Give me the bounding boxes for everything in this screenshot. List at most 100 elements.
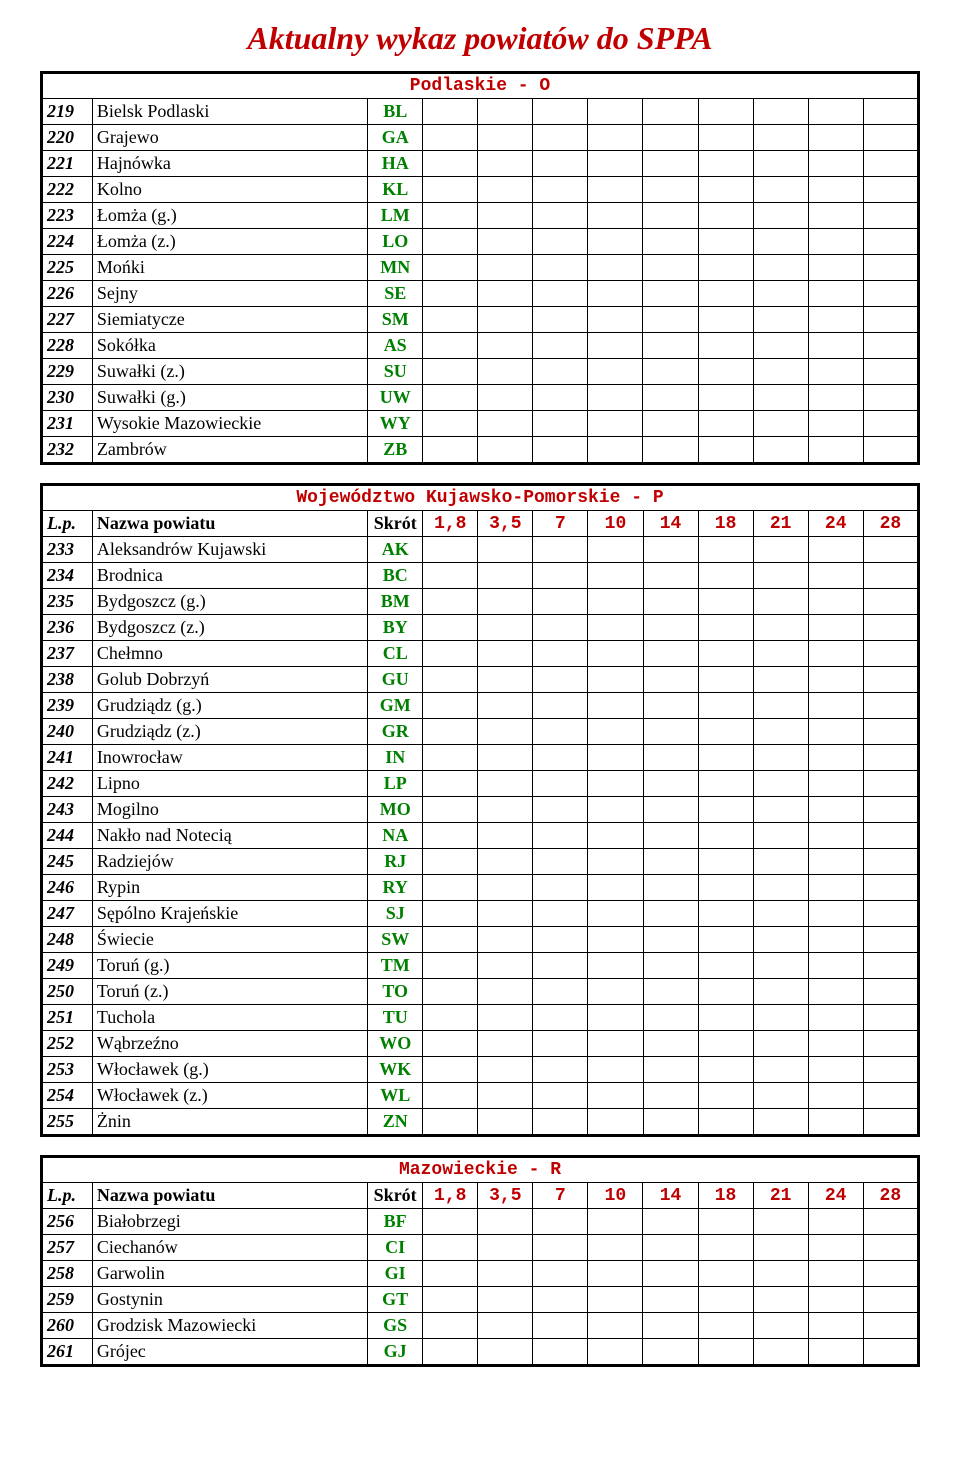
band-cell — [863, 1031, 918, 1057]
band-cell — [423, 1083, 478, 1109]
band-cell — [533, 771, 588, 797]
band-cell — [753, 693, 808, 719]
powiat-abbr: GJ — [368, 1339, 423, 1366]
band-cell — [698, 437, 753, 464]
hdr-name: Nazwa powiatu — [92, 511, 367, 537]
band-cell — [753, 255, 808, 281]
band-cell — [643, 1235, 698, 1261]
powiat-name: Chełmno — [92, 641, 367, 667]
band-cell — [643, 1209, 698, 1235]
powiat-name: Siemiatycze — [92, 307, 367, 333]
band-cell — [643, 281, 698, 307]
band-cell — [533, 1209, 588, 1235]
band-cell — [643, 177, 698, 203]
band-cell — [863, 1261, 918, 1287]
powiat-name: Włocławek (g.) — [92, 1057, 367, 1083]
band-cell — [863, 1005, 918, 1031]
band-cell — [753, 1339, 808, 1366]
band-cell — [753, 229, 808, 255]
band-cell — [863, 693, 918, 719]
band-cell — [643, 901, 698, 927]
band-cell — [423, 411, 478, 437]
band-cell — [533, 99, 588, 125]
band-cell — [643, 745, 698, 771]
row-number: 223 — [42, 203, 93, 229]
band-cell — [698, 177, 753, 203]
band-cell — [478, 437, 533, 464]
band-cell — [643, 151, 698, 177]
table-row: 235Bydgoszcz (g.)BM — [42, 589, 919, 615]
band-cell — [808, 1083, 863, 1109]
band-cell — [478, 797, 533, 823]
table-row: 224Łomża (z.)LO — [42, 229, 919, 255]
band-cell — [808, 953, 863, 979]
powiat-name: Grajewo — [92, 125, 367, 151]
powiat-abbr: LM — [368, 203, 423, 229]
table-row: 220GrajewoGA — [42, 125, 919, 151]
table-row: 259GostyninGT — [42, 1287, 919, 1313]
band-cell — [423, 333, 478, 359]
band-cell — [588, 151, 643, 177]
row-number: 253 — [42, 1057, 93, 1083]
table-row: 261GrójecGJ — [42, 1339, 919, 1366]
band-cell — [863, 979, 918, 1005]
band-cell — [808, 307, 863, 333]
band-cell — [808, 641, 863, 667]
band-cell — [643, 719, 698, 745]
band-cell — [698, 1339, 753, 1366]
band-cell — [533, 333, 588, 359]
band-cell — [533, 177, 588, 203]
hdr-band: 28 — [863, 1183, 918, 1209]
band-cell — [423, 719, 478, 745]
band-cell — [533, 385, 588, 411]
row-number: 260 — [42, 1313, 93, 1339]
table-row: 258GarwolinGI — [42, 1261, 919, 1287]
band-cell — [423, 927, 478, 953]
header-row: L.p. Nazwa powiatu Skrót 1,8 3,5 7 10 14… — [42, 511, 919, 537]
band-cell — [863, 589, 918, 615]
powiat-abbr: AS — [368, 333, 423, 359]
band-cell — [863, 615, 918, 641]
powiat-name: Świecie — [92, 927, 367, 953]
hdr-abbr: Skrót — [368, 1183, 423, 1209]
table-row: 229Suwałki (z.)SU — [42, 359, 919, 385]
band-cell — [533, 615, 588, 641]
band-cell — [698, 255, 753, 281]
powiat-name: Garwolin — [92, 1261, 367, 1287]
hdr-band: 10 — [588, 511, 643, 537]
band-cell — [478, 1057, 533, 1083]
band-cell — [478, 333, 533, 359]
band-cell — [478, 771, 533, 797]
band-cell — [588, 537, 643, 563]
band-cell — [643, 125, 698, 151]
band-cell — [808, 255, 863, 281]
band-cell — [423, 177, 478, 203]
band-cell — [808, 823, 863, 849]
band-cell — [753, 125, 808, 151]
band-cell — [588, 1057, 643, 1083]
band-cell — [753, 177, 808, 203]
band-cell — [863, 667, 918, 693]
band-cell — [478, 125, 533, 151]
powiat-name: Łomża (z.) — [92, 229, 367, 255]
powiat-abbr: GR — [368, 719, 423, 745]
band-cell — [698, 901, 753, 927]
band-cell — [643, 307, 698, 333]
band-cell — [863, 151, 918, 177]
table-row: 233Aleksandrów KujawskiAK — [42, 537, 919, 563]
band-cell — [863, 229, 918, 255]
band-cell — [533, 797, 588, 823]
powiat-name: Żnin — [92, 1109, 367, 1136]
powiat-name: Inowrocław — [92, 745, 367, 771]
powiat-name: Zambrów — [92, 437, 367, 464]
band-cell — [423, 307, 478, 333]
row-number: 259 — [42, 1287, 93, 1313]
table-row: 237ChełmnoCL — [42, 641, 919, 667]
band-cell — [808, 1313, 863, 1339]
band-cell — [423, 1209, 478, 1235]
table-row: 239Grudziądz (g.)GM — [42, 693, 919, 719]
band-cell — [588, 1235, 643, 1261]
band-cell — [423, 1005, 478, 1031]
band-cell — [423, 641, 478, 667]
band-cell — [533, 589, 588, 615]
